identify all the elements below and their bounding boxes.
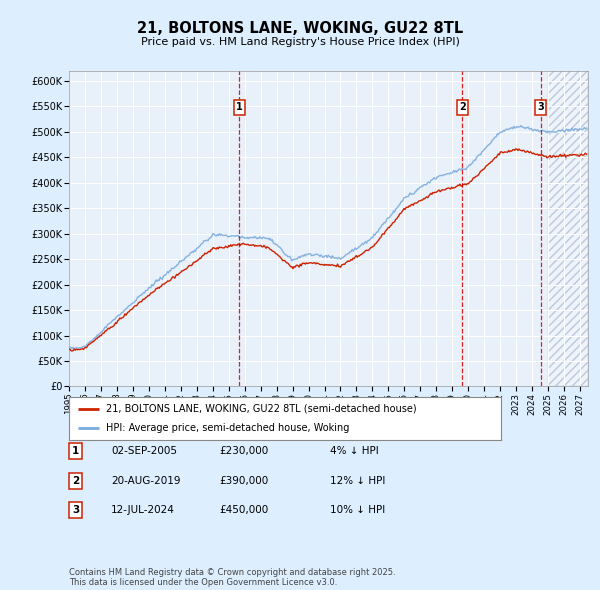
Text: 2: 2 [72, 476, 79, 486]
Text: 12% ↓ HPI: 12% ↓ HPI [330, 476, 385, 486]
Text: 3: 3 [537, 102, 544, 112]
Text: Price paid vs. HM Land Registry's House Price Index (HPI): Price paid vs. HM Land Registry's House … [140, 37, 460, 47]
Text: 1: 1 [72, 447, 79, 456]
Text: 21, BOLTONS LANE, WOKING, GU22 8TL (semi-detached house): 21, BOLTONS LANE, WOKING, GU22 8TL (semi… [106, 404, 416, 414]
Text: 3: 3 [72, 506, 79, 515]
Text: 10% ↓ HPI: 10% ↓ HPI [330, 506, 385, 515]
Text: 02-SEP-2005: 02-SEP-2005 [111, 447, 177, 456]
Text: 2: 2 [459, 102, 466, 112]
Text: £230,000: £230,000 [219, 447, 268, 456]
Text: Contains HM Land Registry data © Crown copyright and database right 2025.
This d: Contains HM Land Registry data © Crown c… [69, 568, 395, 587]
Text: £390,000: £390,000 [219, 476, 268, 486]
Text: HPI: Average price, semi-detached house, Woking: HPI: Average price, semi-detached house,… [106, 423, 349, 433]
Text: 4% ↓ HPI: 4% ↓ HPI [330, 447, 379, 456]
Text: 12-JUL-2024: 12-JUL-2024 [111, 506, 175, 515]
Text: 20-AUG-2019: 20-AUG-2019 [111, 476, 181, 486]
Text: £450,000: £450,000 [219, 506, 268, 515]
Text: 21, BOLTONS LANE, WOKING, GU22 8TL: 21, BOLTONS LANE, WOKING, GU22 8TL [137, 21, 463, 35]
Text: 1: 1 [236, 102, 243, 112]
